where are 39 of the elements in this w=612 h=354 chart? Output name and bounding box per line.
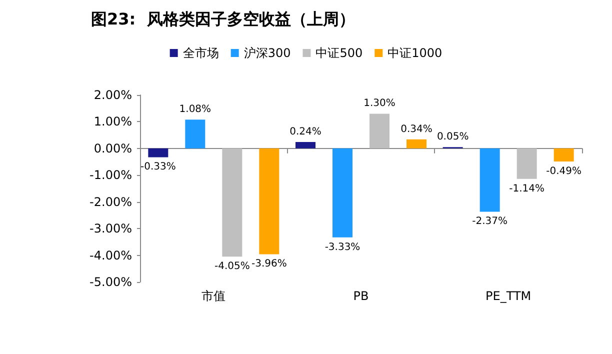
data-label: -0.33% bbox=[140, 162, 176, 173]
data-label: -4.05% bbox=[214, 261, 250, 272]
bar bbox=[406, 139, 426, 148]
data-label: -1.14% bbox=[509, 183, 545, 194]
legend-label: 沪深300 bbox=[244, 46, 291, 60]
bar bbox=[554, 148, 574, 162]
data-label: -0.49% bbox=[546, 166, 582, 178]
data-label: 1.30% bbox=[364, 98, 396, 110]
bar bbox=[259, 148, 280, 254]
y-tick-label: -3.00% bbox=[90, 222, 132, 236]
x-tick-label: PE_TTM bbox=[486, 289, 532, 303]
bar bbox=[516, 148, 537, 179]
bar bbox=[370, 114, 390, 148]
bar bbox=[480, 148, 500, 212]
legend-label: 中证1000 bbox=[388, 46, 442, 60]
data-label: -3.96% bbox=[251, 258, 287, 270]
legend-label: 中证500 bbox=[316, 46, 363, 60]
legend-label: 全市场 bbox=[182, 46, 219, 60]
bar bbox=[332, 148, 352, 238]
y-tick-label: 0.00% bbox=[94, 141, 132, 156]
y-tick-label: -2.00% bbox=[90, 194, 132, 209]
bar bbox=[148, 148, 168, 158]
data-label: 0.24% bbox=[290, 126, 322, 138]
y-tick-label: 2.00% bbox=[94, 88, 132, 102]
bar bbox=[222, 148, 242, 257]
y-tick-label: 1.00% bbox=[94, 114, 132, 129]
y-tick-label: -1.00% bbox=[90, 168, 132, 182]
bar bbox=[296, 142, 316, 148]
data-label: -2.37% bbox=[472, 216, 508, 228]
data-label: 0.05% bbox=[436, 132, 469, 143]
y-tick-label: -4.00% bbox=[90, 248, 132, 262]
y-tick-label: -5.00% bbox=[90, 275, 132, 289]
bar bbox=[185, 120, 206, 148]
data-label: -3.33% bbox=[324, 242, 360, 253]
data-label: 1.08% bbox=[179, 104, 212, 116]
data-label: 0.34% bbox=[400, 124, 432, 135]
x-tick-label: 市值 bbox=[202, 289, 226, 303]
chart-title: 图23: 风格类因子多空收益（上周） bbox=[91, 10, 355, 28]
x-tick-label: PB bbox=[353, 289, 369, 303]
